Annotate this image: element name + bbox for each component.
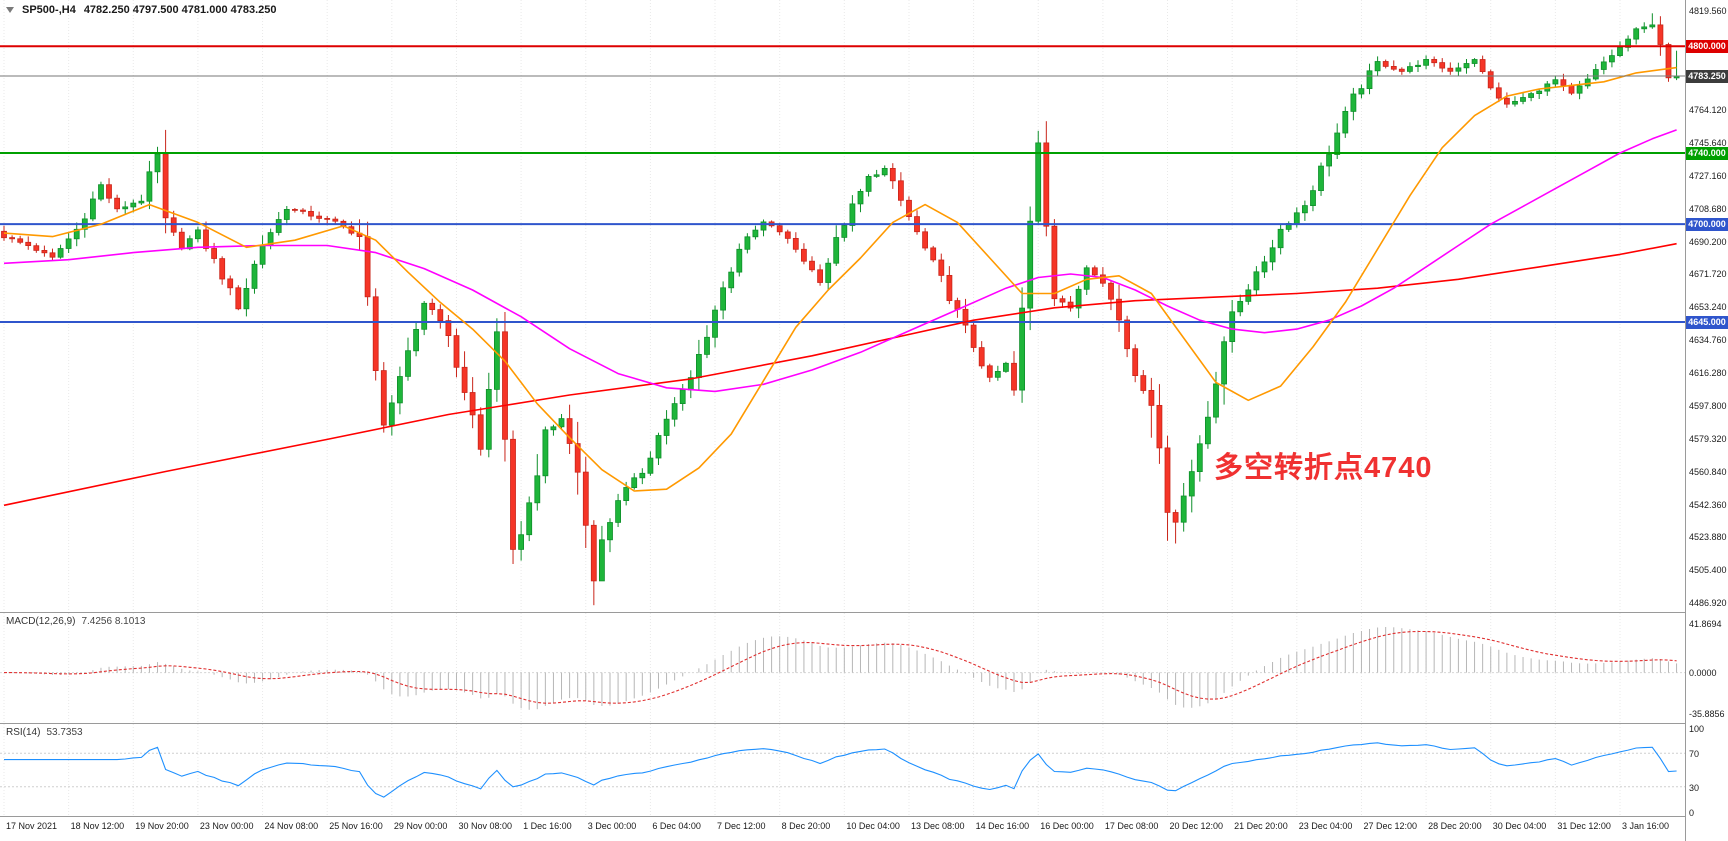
price-axis-label: 4579.320 (1689, 433, 1727, 444)
date-label: 6 Dec 04:00 (652, 821, 701, 831)
panel-separator[interactable] (0, 612, 1685, 613)
date-label: 8 Dec 20:00 (781, 821, 831, 831)
date-label: 30 Nov 08:00 (458, 821, 513, 831)
price-axis-label: 4634.760 (1689, 335, 1727, 346)
panel-separator[interactable] (0, 816, 1685, 817)
main-chart-panel[interactable]: SP500-,H4 4782.250 4797.500 4781.000 478… (0, 0, 1685, 612)
rsi-axis-label: 0 (1689, 808, 1695, 818)
rsi-title-row: RSI(14) 53.7353 (6, 727, 83, 738)
price-axis-label: 4523.880 (1689, 532, 1727, 543)
date-label: 17 Nov 2021 (6, 821, 58, 831)
time-axis[interactable]: 17 Nov 2021 18 Nov 12:00 19 Nov 20:00 23 No… (0, 817, 1685, 841)
price-badge: 4645.000 (1686, 315, 1728, 329)
rsi-axis-label: 30 (1689, 782, 1700, 793)
macd-title: MACD(12,26,9) (6, 616, 76, 627)
price-axis-label: 4819.560 (1689, 6, 1727, 17)
price-badge: 4783.250 (1686, 69, 1728, 83)
date-label: 23 Dec 04:00 (1298, 821, 1353, 831)
price-axis-label: 4745.640 (1689, 137, 1727, 148)
date-label: 3 Dec 00:00 (587, 821, 637, 831)
date-label: 16 Dec 00:00 (1040, 821, 1094, 831)
macd-canvas[interactable] (0, 613, 1685, 723)
macd-histogram (11, 627, 1678, 710)
quote-ohlc-label: 4782.250 4797.500 4781.000 4783.250 (83, 4, 277, 16)
rsi-canvas[interactable] (0, 724, 1685, 816)
price-axis-label: 4764.120 (1689, 105, 1727, 116)
date-label: 17 Dec 08:00 (1104, 821, 1159, 831)
price-axis[interactable]: 4819.5604801.0804782.6004764.1204745.640… (1685, 0, 1728, 841)
rsi-line (4, 742, 1677, 798)
date-label: 10 Dec 04:00 (846, 821, 900, 831)
price-axis-label: 4505.400 (1689, 565, 1727, 576)
macd-axis-label: 41.8694 (1689, 619, 1722, 630)
ma-slow-line (3, 242, 1677, 507)
rsi-title: RSI(14) (6, 727, 41, 738)
grid (3, 613, 1621, 723)
date-label: 20 Dec 12:00 (1169, 821, 1224, 831)
rsi-axis-label: 70 (1689, 749, 1700, 760)
grid (3, 0, 1621, 612)
price-badge: 4700.000 (1686, 217, 1728, 231)
macd-axis-label: -35.8856 (1689, 709, 1725, 720)
macd-axis-label: 0.0000 (1689, 667, 1717, 678)
collapse-triangle-icon[interactable] (6, 7, 14, 13)
ma-fast-line (3, 66, 1677, 492)
ma-mid-line (3, 129, 1677, 393)
panel-separator[interactable] (0, 723, 1685, 724)
date-label: 18 Nov 12:00 (70, 821, 125, 831)
price-axis-label: 4486.920 (1689, 598, 1727, 609)
price-axis-label: 4727.160 (1689, 170, 1727, 181)
macd-values: 7.4256 8.1013 (81, 616, 146, 627)
date-label: 31 Dec 12:00 (1557, 821, 1611, 831)
date-label: 24 Nov 08:00 (264, 821, 319, 831)
price-axis-label: 4690.200 (1689, 236, 1727, 247)
main-chart-canvas[interactable] (0, 0, 1685, 612)
rsi-panel[interactable]: RSI(14) 53.7353 (0, 724, 1685, 816)
date-label: 3 Jan 16:00 (1622, 821, 1670, 831)
date-label: 23 Nov 00:00 (199, 821, 254, 831)
rsi-axis-label: 100 (1689, 724, 1705, 734)
date-label: 21 Dec 20:00 (1234, 821, 1288, 831)
price-axis-label: 4653.240 (1689, 302, 1727, 313)
date-label: 13 Dec 08:00 (910, 821, 965, 831)
symbol-quote-header: SP500-,H4 4782.250 4797.500 4781.000 478… (6, 4, 277, 16)
date-label: 14 Dec 16:00 (975, 821, 1030, 831)
price-badge: 4740.000 (1686, 146, 1728, 160)
price-axis-label: 4671.720 (1689, 269, 1727, 280)
candles-group (1, 13, 1680, 606)
rsi-value: 53.7353 (46, 727, 83, 738)
date-label: 28 Dec 20:00 (1428, 821, 1482, 831)
date-label: 7 Dec 12:00 (717, 821, 766, 831)
date-label: 25 Nov 16:00 (329, 821, 383, 831)
grid (3, 724, 1621, 816)
price-axis-label: 4708.680 (1689, 203, 1727, 214)
date-label: 19 Nov 20:00 (135, 821, 189, 831)
macd-panel[interactable]: MACD(12,26,9) 7.4256 8.1013 (0, 613, 1685, 723)
date-label: 29 Nov 00:00 (393, 821, 448, 831)
price-axis-label: 4597.800 (1689, 400, 1727, 411)
price-axis-label: 4616.280 (1689, 368, 1727, 379)
date-label: 1 Dec 16:00 (523, 821, 572, 831)
chart-annotation-text[interactable]: 多空转折点4740 (1214, 452, 1433, 484)
macd-signal-line (4, 630, 1677, 704)
price-axis-label: 4560.840 (1689, 466, 1727, 477)
date-label: 30 Dec 04:00 (1492, 821, 1547, 831)
symbol-period-label: SP500-,H4 (22, 4, 76, 16)
macd-title-row: MACD(12,26,9) 7.4256 8.1013 (6, 616, 145, 627)
price-axis-label: 4542.360 (1689, 499, 1727, 510)
price-badge: 4800.000 (1686, 39, 1728, 53)
date-label: 27 Dec 12:00 (1363, 821, 1417, 831)
